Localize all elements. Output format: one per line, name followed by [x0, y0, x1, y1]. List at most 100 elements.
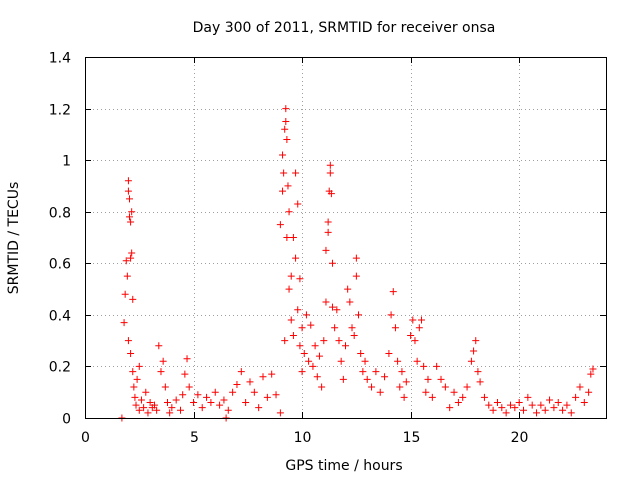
data-point	[326, 161, 334, 169]
data-point	[437, 375, 445, 383]
data-point	[153, 406, 161, 414]
data-point	[357, 350, 365, 358]
y-tick-label: 0.4	[49, 309, 71, 325]
data-point	[294, 200, 302, 208]
data-point	[211, 388, 219, 396]
data-point	[127, 218, 135, 226]
data-point	[559, 406, 567, 414]
data-point	[144, 409, 152, 417]
data-point	[422, 388, 430, 396]
data-point	[296, 342, 304, 350]
data-point	[124, 187, 132, 195]
data-point	[533, 409, 541, 417]
data-point	[122, 257, 130, 265]
data-point	[324, 218, 332, 226]
grid	[85, 57, 606, 418]
data-point	[348, 324, 356, 332]
data-point	[589, 365, 597, 373]
data-point	[339, 375, 347, 383]
data-point	[398, 368, 406, 376]
data-point	[123, 272, 131, 280]
data-point	[190, 399, 198, 407]
data-point	[554, 399, 562, 407]
data-point	[272, 391, 280, 399]
data-point	[485, 401, 493, 409]
data-point	[450, 388, 458, 396]
data-point	[298, 368, 306, 376]
data-point	[140, 404, 148, 412]
data-point	[411, 337, 419, 345]
data-point	[121, 290, 129, 298]
data-point	[472, 337, 480, 345]
data-point	[355, 311, 363, 319]
data-point	[524, 393, 532, 401]
data-point	[135, 362, 143, 370]
data-point	[476, 378, 484, 386]
data-point	[385, 350, 393, 358]
data-point	[409, 316, 417, 324]
data-point	[387, 311, 395, 319]
data-point	[283, 234, 291, 241]
data-point	[335, 337, 343, 345]
data-point	[159, 357, 167, 365]
data-point	[428, 393, 436, 401]
data-point	[480, 393, 488, 401]
data-point	[502, 409, 510, 417]
data-point	[287, 316, 295, 324]
data-point	[203, 393, 211, 401]
data-point	[207, 399, 215, 407]
chart-title: Day 300 of 2011, SRMTID for receiver ons…	[193, 20, 496, 36]
data-point	[255, 404, 263, 412]
data-point	[130, 383, 138, 391]
data-point	[474, 368, 482, 376]
data-point	[454, 399, 462, 407]
data-point	[359, 368, 367, 376]
data-point	[284, 182, 292, 190]
data-point	[389, 288, 397, 296]
data-point	[168, 404, 176, 412]
data-point	[541, 406, 549, 414]
data-point	[280, 169, 288, 177]
data-point	[342, 342, 349, 350]
data-point	[292, 169, 300, 177]
data-point	[467, 357, 475, 365]
data-point	[129, 368, 137, 376]
data-point	[537, 401, 545, 409]
data-point	[506, 401, 514, 409]
data-point	[283, 136, 291, 144]
x-tick-label: 15	[403, 430, 421, 446]
data-point	[181, 370, 189, 378]
x-tick-label: 5	[190, 430, 199, 446]
plot-frame	[85, 57, 607, 419]
data-point	[194, 391, 202, 399]
data-points	[118, 105, 597, 422]
data-point	[344, 285, 352, 293]
data-point	[318, 383, 326, 391]
data-point	[381, 373, 389, 381]
data-point	[229, 388, 237, 396]
data-point	[313, 373, 321, 381]
data-point	[576, 383, 584, 391]
data-point	[298, 324, 306, 332]
data-point	[417, 316, 425, 324]
data-point	[294, 306, 302, 314]
y-tick-label: 1.2	[49, 103, 71, 119]
data-point	[413, 357, 421, 365]
y-tick-label: 0.8	[49, 206, 71, 222]
data-point	[324, 228, 332, 236]
data-point	[279, 187, 287, 195]
data-point	[263, 393, 271, 401]
data-point	[127, 254, 135, 262]
data-point	[146, 399, 154, 407]
data-point	[322, 298, 330, 306]
data-point	[281, 125, 289, 133]
data-point	[363, 375, 371, 383]
data-point	[281, 337, 289, 345]
data-point	[361, 357, 369, 365]
data-point	[402, 378, 410, 386]
data-point	[446, 404, 454, 412]
data-point	[322, 246, 330, 254]
data-point	[177, 406, 185, 414]
data-point	[368, 383, 376, 391]
data-point	[124, 337, 132, 345]
